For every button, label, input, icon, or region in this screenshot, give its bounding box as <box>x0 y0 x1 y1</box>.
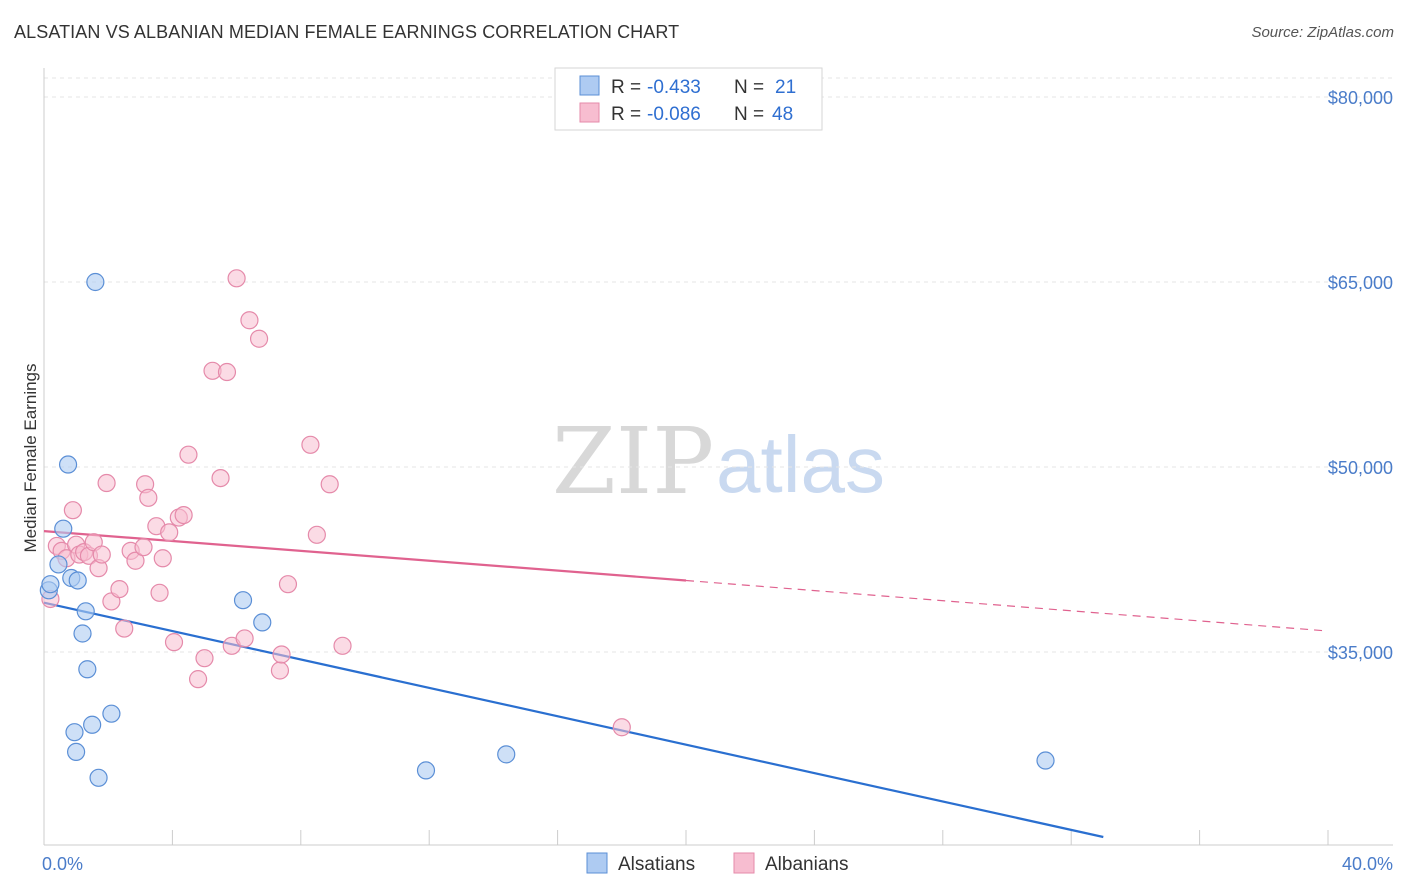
point-alsatians-4 <box>58 455 78 474</box>
x-tick-layer <box>43 830 1329 845</box>
point-albanians-4 <box>63 501 82 520</box>
correlation-legend: R = -0.433 N = 21 R = -0.086 N = 48 <box>554 67 823 131</box>
point-alsatians-11 <box>78 660 97 679</box>
point-albanians-37 <box>240 311 259 330</box>
chart-source: Source: ZipAtlas.com <box>1251 24 1394 41</box>
legend-r-label-1: R = <box>611 77 641 98</box>
legend-n-label-1: N = <box>734 77 764 98</box>
point-albanians-15 <box>115 619 134 638</box>
point-albanians-18 <box>134 538 153 557</box>
point-albanians-27 <box>174 505 193 525</box>
legend-r-value-2: -0.086 <box>647 104 701 125</box>
point-alsatians-8 <box>68 571 87 590</box>
legend-r-value-1: -0.433 <box>647 77 701 98</box>
point-albanians-33 <box>217 362 237 382</box>
point-alsatians-6 <box>65 723 84 742</box>
point-albanians-38 <box>249 329 269 348</box>
trend-line-alsatians <box>43 601 1104 839</box>
point-alsatians-9 <box>73 624 92 643</box>
point-alsatians-7 <box>66 742 86 762</box>
legend-swatch-albanians <box>579 102 600 123</box>
bottom-legend-label-albanians: Albanians <box>765 854 848 875</box>
point-albanians-12 <box>97 473 116 493</box>
point-alsatians-3 <box>54 519 73 538</box>
y-tick-label-2: $65,000 <box>1328 273 1393 293</box>
point-albanians-45 <box>333 636 352 655</box>
point-alsatians-18 <box>416 761 436 780</box>
point-alsatians-2 <box>49 555 68 574</box>
legend-n-value-1: 21 <box>775 77 796 98</box>
point-albanians-40 <box>272 645 291 664</box>
point-albanians-20 <box>139 488 158 507</box>
trend-line-albanians-extension <box>685 579 1329 632</box>
point-alsatians-15 <box>102 704 121 723</box>
legend-n-label-2: N = <box>734 104 764 125</box>
trend-line-albanians <box>43 530 687 582</box>
point-albanians-30 <box>195 649 214 668</box>
point-alsatians-20 <box>1036 751 1055 770</box>
point-albanians-24 <box>160 523 179 542</box>
point-albanians-14 <box>110 579 129 599</box>
point-albanians-29 <box>188 670 208 689</box>
y-tick-label-0: $35,000 <box>1328 643 1393 663</box>
point-albanians-22 <box>150 583 169 602</box>
x-tick-labels: 0.0% 40.0% <box>42 854 1393 874</box>
point-alsatians-17 <box>253 613 272 632</box>
point-albanians-32 <box>211 469 230 488</box>
point-albanians-17 <box>126 551 145 570</box>
bottom-legend-swatch-albanians <box>733 852 755 874</box>
y-axis-label: Median Female Earnings <box>21 364 40 553</box>
series-legend: Alsatians Albanians <box>586 852 848 875</box>
point-albanians-42 <box>301 435 320 454</box>
point-albanians-36 <box>235 629 254 648</box>
point-albanians-25 <box>164 633 184 652</box>
point-albanians-11 <box>92 545 111 564</box>
point-alsatians-16 <box>233 591 253 610</box>
point-albanians-23 <box>153 549 172 568</box>
point-alsatians-19 <box>497 745 516 764</box>
x-tick-label-1: 40.0% <box>1342 854 1393 874</box>
point-alsatians-1 <box>41 575 60 594</box>
watermark-atlas: atlas <box>716 420 885 509</box>
legend-swatch-alsatians <box>579 75 600 96</box>
point-alsatians-13 <box>86 272 105 292</box>
point-albanians-35 <box>227 269 246 288</box>
trend-layer <box>43 530 1329 839</box>
point-albanians-43 <box>307 525 326 544</box>
point-albanians-39 <box>270 661 290 680</box>
legend-r-label-2: R = <box>611 104 641 125</box>
y-tick-label-1: $50,000 <box>1328 458 1393 478</box>
y-tick-labels: $35,000 $50,000 $65,000 $80,000 <box>1328 88 1393 663</box>
chart-title: ALSATIAN VS ALBANIAN MEDIAN FEMALE EARNI… <box>14 22 680 42</box>
watermark-zip: ZIP <box>552 408 714 515</box>
legend-n-value-2: 48 <box>772 104 793 125</box>
point-alsatians-14 <box>89 768 108 787</box>
x-tick-label-0: 0.0% <box>42 854 83 874</box>
grid-layer <box>44 77 1393 653</box>
bottom-legend-swatch-alsatians <box>586 852 608 874</box>
point-albanians-28 <box>179 445 198 464</box>
point-alsatians-12 <box>83 715 102 734</box>
point-albanians-46 <box>612 718 631 737</box>
bottom-legend-label-alsatians: Alsatians <box>618 854 695 875</box>
point-alsatians-10 <box>76 602 95 621</box>
points-layer <box>39 269 1055 787</box>
y-tick-label-3: $80,000 <box>1328 88 1393 108</box>
point-albanians-44 <box>320 475 339 494</box>
point-albanians-41 <box>278 575 298 594</box>
